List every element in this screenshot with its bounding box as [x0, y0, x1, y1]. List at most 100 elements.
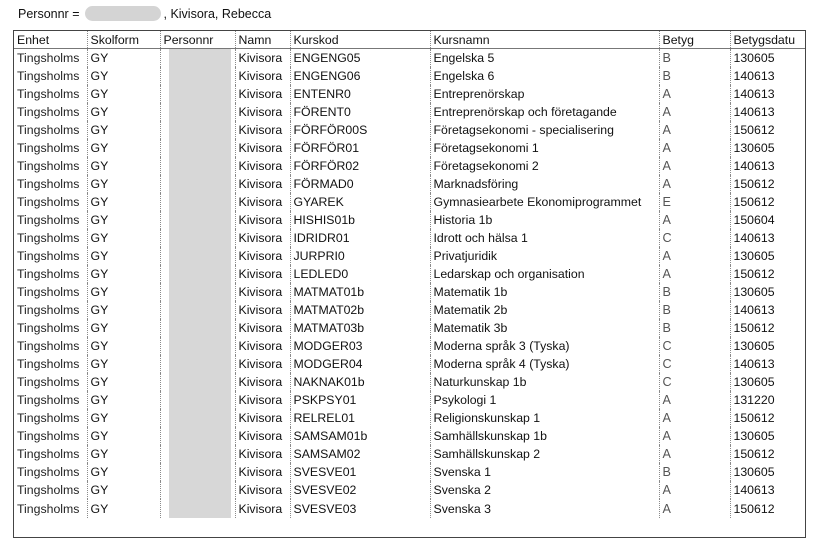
redaction-block [168, 193, 231, 211]
cell-betyg: C [658, 337, 730, 355]
cell-personnr-redacted [159, 211, 235, 229]
cell-namn: Kivisora [234, 103, 290, 121]
cell-betyg: C [658, 229, 730, 247]
redaction-block [168, 499, 231, 518]
cell-kurskod: LEDLED0 [289, 265, 430, 283]
cell-betyg: A [658, 175, 730, 193]
cell-namn: Kivisora [234, 229, 290, 247]
column-header-kursnamn: Kursnamn [429, 31, 659, 49]
table-row: Tingsholms GY Kivisora SAMSAM01b Samhällskun… [14, 427, 805, 445]
cell-kurskod: PSKPSY01 [289, 391, 430, 409]
cell-enhet: Tingsholms [17, 501, 80, 516]
column-header-kurskod: Kurskod [289, 31, 430, 49]
cell-kursnamn: Matematik 3b [429, 319, 659, 337]
cell-kurskod: MODGER04 [289, 355, 430, 373]
cell-betygsdatum: 150612 [729, 499, 805, 518]
cell-kurskod: SVESVE01 [289, 463, 430, 481]
cell-betygsdatum: 130605 [729, 463, 805, 481]
cell-betyg: B [658, 463, 730, 481]
redaction-block [168, 211, 231, 229]
cell-skolform: GY [86, 211, 160, 229]
table-row: Tingsholms GY Kivisora LEDLED0 Ledarskap och… [14, 265, 805, 283]
cell-kurskod: MODGER03 [289, 337, 430, 355]
cell-kursnamn: Entreprenörskap och företagande [429, 103, 659, 121]
cell-kurskod: FÖRMAD0 [289, 175, 430, 193]
cell-kurskod: SVESVE02 [289, 481, 430, 499]
cell-kursnamn: Historia 1b [429, 211, 659, 229]
cell-skolform: GY [86, 265, 160, 283]
redaction-block [168, 229, 231, 247]
table-header-row: Enhet Skolform Personnr Namn Kurskod Kur… [14, 31, 805, 49]
table-row: Tingsholms GY Kivisora SAMSAM02 Samhällskuns… [14, 445, 805, 463]
cell-kursnamn: Gymnasiearbete Ekonomiprogrammet [429, 193, 659, 211]
cell-namn: Kivisora [234, 301, 290, 319]
cell-kursnamn: Naturkunskap 1b [429, 373, 659, 391]
table-row: Tingsholms GY Kivisora ENTENR0 Entreprenörsk… [14, 85, 805, 103]
cell-skolform: GY [86, 499, 160, 518]
cell-enhet: Tingsholms [17, 339, 80, 353]
cell-enhet: Tingsholms [17, 267, 80, 281]
cell-personnr-redacted [159, 103, 235, 121]
redaction-block [168, 265, 231, 283]
cell-betyg: A [658, 265, 730, 283]
redaction-block [168, 121, 231, 139]
cell-kursnamn: Företagsekonomi - specialisering [429, 121, 659, 139]
redaction-block [168, 283, 231, 301]
cell-namn: Kivisora [234, 319, 290, 337]
cell-skolform: GY [86, 247, 160, 265]
cell-betyg: A [658, 85, 730, 103]
cell-personnr-redacted [159, 391, 235, 409]
cell-namn: Kivisora [234, 499, 290, 518]
cell-betygsdatum: 150612 [729, 265, 805, 283]
cell-skolform: GY [86, 229, 160, 247]
cell-enhet: Tingsholms [17, 303, 80, 317]
grades-table-frame: Enhet Skolform Personnr Namn Kurskod Kur… [13, 30, 806, 538]
cell-kurskod: JURPRI0 [289, 247, 430, 265]
cell-skolform: GY [86, 48, 160, 67]
cell-namn: Kivisora [234, 121, 290, 139]
table-row: Tingsholms GY Kivisora HISHIS01b Historia 1b… [14, 211, 805, 229]
table-row: Tingsholms GY Kivisora FÖRMAD0 Marknadsförin… [14, 175, 805, 193]
cell-kurskod: SAMSAM02 [289, 445, 430, 463]
cell-personnr-redacted [159, 247, 235, 265]
cell-namn: Kivisora [234, 337, 290, 355]
cell-kurskod: NAKNAK01b [289, 373, 430, 391]
cell-namn: Kivisora [234, 211, 290, 229]
redaction-block [168, 301, 231, 319]
cell-namn: Kivisora [234, 463, 290, 481]
redaction-block [168, 247, 231, 265]
cell-namn: Kivisora [234, 445, 290, 463]
cell-namn: Kivisora [234, 481, 290, 499]
table-row: Tingsholms GY Kivisora JURPRI0 Privatjuridik… [14, 247, 805, 265]
cell-enhet: Tingsholms [17, 69, 80, 83]
cell-enhet: Tingsholms [17, 483, 80, 497]
cell-kurskod: MATMAT02b [289, 301, 430, 319]
cell-personnr-redacted [159, 193, 235, 211]
document-header: Personnr = , Kivisora, Rebecca [18, 6, 271, 21]
cell-skolform: GY [86, 103, 160, 121]
column-header-betygsdatum: Betygsdatu [729, 31, 805, 49]
cell-betyg: A [658, 103, 730, 121]
cell-namn: Kivisora [234, 48, 290, 67]
redaction-block [168, 373, 231, 391]
column-header-skolform: Skolform [86, 31, 160, 49]
cell-kursnamn: Idrott och hälsa 1 [429, 229, 659, 247]
cell-skolform: GY [86, 193, 160, 211]
cell-betygsdatum: 130605 [729, 247, 805, 265]
column-header-namn: Namn [234, 31, 290, 49]
cell-betygsdatum: 140613 [729, 229, 805, 247]
cell-skolform: GY [86, 445, 160, 463]
cell-enhet: Tingsholms [17, 51, 80, 65]
cell-personnr-redacted [159, 409, 235, 427]
cell-personnr-redacted [159, 85, 235, 103]
cell-skolform: GY [86, 67, 160, 85]
student-name: , Kivisora, Rebecca [163, 6, 272, 21]
cell-personnr-redacted [159, 121, 235, 139]
column-header-betyg: Betyg [658, 31, 730, 49]
table-row: Tingsholms GY Kivisora FÖRFÖR00S Företagseko… [14, 121, 805, 139]
cell-betygsdatum: 150612 [729, 409, 805, 427]
cell-betygsdatum: 150612 [729, 445, 805, 463]
cell-betyg: A [658, 499, 730, 518]
